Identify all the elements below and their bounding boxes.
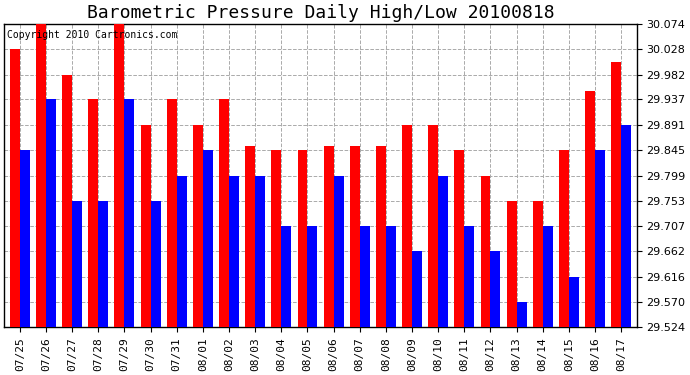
Bar	[167, 99, 177, 327]
Bar	[203, 150, 213, 327]
Bar	[62, 75, 72, 327]
Bar	[115, 24, 124, 327]
Bar	[193, 125, 203, 327]
Bar	[88, 99, 98, 327]
Bar	[350, 146, 359, 327]
Bar	[10, 49, 20, 327]
Bar	[46, 99, 56, 327]
Bar	[141, 125, 150, 327]
Bar	[219, 99, 229, 327]
Bar	[428, 125, 438, 327]
Bar	[480, 176, 491, 327]
Bar	[282, 226, 291, 327]
Bar	[324, 146, 333, 327]
Bar	[386, 226, 396, 327]
Bar	[297, 150, 308, 327]
Bar	[412, 251, 422, 327]
Bar	[559, 150, 569, 327]
Bar	[36, 24, 46, 327]
Bar	[464, 226, 474, 327]
Bar	[98, 201, 108, 327]
Bar	[271, 150, 282, 327]
Bar	[517, 302, 526, 327]
Bar	[402, 125, 412, 327]
Bar	[543, 226, 553, 327]
Bar	[308, 226, 317, 327]
Bar	[229, 176, 239, 327]
Bar	[124, 99, 135, 327]
Bar	[333, 176, 344, 327]
Bar	[491, 251, 500, 327]
Bar	[376, 146, 386, 327]
Bar	[150, 201, 161, 327]
Bar	[255, 176, 265, 327]
Bar	[359, 226, 370, 327]
Bar	[533, 201, 543, 327]
Bar	[585, 90, 595, 327]
Bar	[621, 125, 631, 327]
Bar	[20, 150, 30, 327]
Bar	[72, 201, 82, 327]
Bar	[177, 176, 187, 327]
Bar	[506, 201, 517, 327]
Bar	[569, 277, 579, 327]
Bar	[455, 150, 464, 327]
Text: Copyright 2010 Cartronics.com: Copyright 2010 Cartronics.com	[8, 30, 178, 40]
Bar	[611, 62, 621, 327]
Bar	[245, 146, 255, 327]
Title: Barometric Pressure Daily High/Low 20100818: Barometric Pressure Daily High/Low 20100…	[87, 4, 554, 22]
Bar	[438, 176, 448, 327]
Bar	[595, 150, 605, 327]
